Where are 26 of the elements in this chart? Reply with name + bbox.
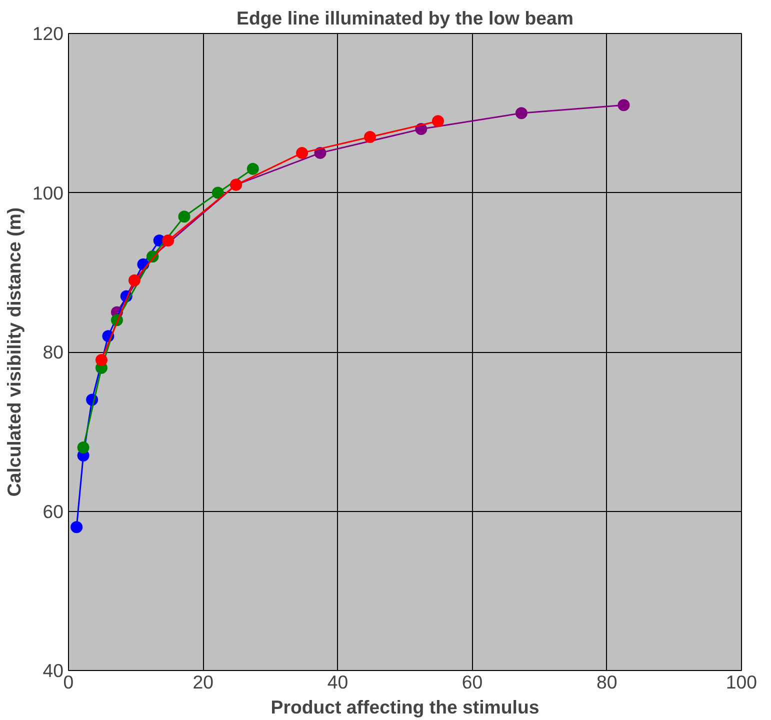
x-tick-label: 0 — [63, 672, 74, 692]
point — [296, 146, 308, 159]
y-tick-label: 120 — [32, 23, 64, 44]
point — [178, 210, 190, 223]
x-tick-label: 20 — [192, 672, 214, 692]
point — [618, 99, 630, 112]
x-tick-label: 80 — [596, 672, 618, 692]
point — [162, 234, 174, 247]
point — [515, 107, 528, 120]
point — [77, 442, 90, 454]
point — [212, 186, 224, 199]
point — [70, 521, 83, 534]
chart-title: Edge line illuminated by the low beam — [236, 8, 574, 28]
point — [246, 162, 259, 175]
y-axis-title: Calculated visibility distance (m) — [3, 207, 24, 497]
y-tick-label: 80 — [42, 342, 64, 362]
x-tick-label: 100 — [726, 672, 758, 692]
x-tick-label: 40 — [327, 672, 348, 692]
y-tick-label: 100 — [32, 182, 64, 204]
point — [364, 131, 376, 143]
x-tick-label: 60 — [462, 672, 483, 692]
point — [95, 354, 108, 366]
point — [128, 274, 140, 286]
point — [432, 115, 444, 128]
y-tick-label: 60 — [42, 500, 64, 522]
x-axis-title: Product affecting the stimulus — [270, 696, 540, 718]
